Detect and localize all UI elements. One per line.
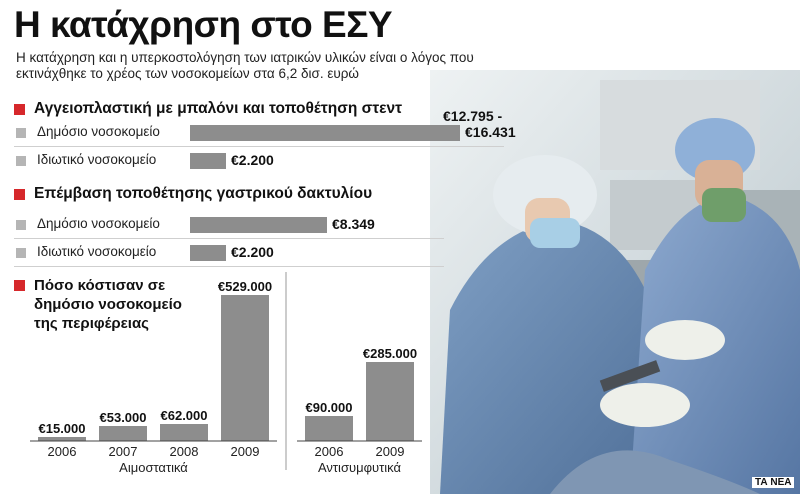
divider (14, 146, 504, 147)
surgery-photo (430, 70, 800, 494)
section-heading-text: Πόσο κόστισαν σε δημόσιο νοσοκομείο της … (34, 277, 182, 332)
bar-row: Ιδιωτικό νοσοκομείο €2.200 (14, 243, 514, 263)
x-tick-label: 2009 (231, 444, 260, 459)
section-heading-cost: Πόσο κόστισαν σε δημόσιο νοσοκομείο της … (14, 276, 204, 333)
bar-label: Δημόσιο νοσοκομείο (37, 216, 160, 231)
x-tick-label: 2006 (48, 444, 77, 459)
range-low-label: €12.795 - (443, 108, 503, 124)
bar-value-label: €15.000 (39, 421, 86, 436)
x-tick-label: 2008 (170, 444, 199, 459)
bar-value-label: €2.200 (231, 244, 274, 260)
bar-value-label: €16.431 (465, 124, 516, 140)
bar-2009 (221, 295, 269, 441)
bar-row: Δημόσιο νοσοκομείο €16.431 (14, 123, 516, 143)
bar (190, 153, 226, 169)
legend-square (16, 128, 26, 138)
bar-2007 (99, 426, 147, 441)
bar-value-label: €285.000 (363, 346, 417, 361)
bar-value-label: €8.349 (332, 216, 375, 232)
legend-square (16, 156, 26, 166)
x-tick-label: 2007 (109, 444, 138, 459)
subtitle: Η κατάχρηση και η υπερκοστολόγηση των ια… (16, 50, 474, 81)
group-label: Αντισυμφυτικά (318, 460, 401, 475)
bar (190, 245, 226, 261)
red-square-marker (14, 104, 25, 115)
bar-2006 (38, 437, 86, 441)
bar-label: Δημόσιο νοσοκομείο (37, 124, 160, 139)
section-heading-text: Αγγειοπλαστική με μπαλόνι και τοποθέτηση… (34, 100, 403, 117)
bar-row: Δημόσιο νοσοκομείο €8.349 (14, 215, 514, 235)
bar-2006 (305, 416, 353, 441)
bar (190, 125, 460, 141)
divider (14, 266, 444, 267)
bar-label: Ιδιωτικό νοσοκομείο (37, 152, 157, 167)
x-tick-label: 2006 (315, 444, 344, 459)
section-heading-text: Επέμβαση τοποθέτησης γαστρικού δακτυλίου (34, 185, 373, 202)
bar-row: Ιδιωτικό νοσοκομείο €2.200 (14, 151, 514, 171)
bar-2008 (160, 424, 208, 441)
bar-label: Ιδιωτικό νοσοκομείο (37, 244, 157, 259)
section-heading-gastric-band: Επέμβαση τοποθέτησης γαστρικού δακτυλίου (14, 185, 372, 203)
bar-value-label: €90.000 (306, 400, 353, 415)
bar-2009 (366, 362, 414, 441)
legend-square (16, 220, 26, 230)
page-title: Η κατάχρηση στο ΕΣΥ (14, 4, 393, 45)
red-square-marker (14, 189, 25, 200)
bar-value-label: €529.000 (218, 279, 272, 294)
legend-square (16, 248, 26, 258)
red-square-marker (14, 280, 25, 291)
vertical-bar-chart: €15.000 2006 €53.000 2007 €62.000 2008 €529.00… (30, 272, 422, 475)
group-label: Αιμοστατικά (119, 460, 188, 475)
credit-label: ΤΑ ΝΕΑ (752, 477, 795, 488)
x-tick-label: 2009 (376, 444, 405, 459)
bar-value-label: €2.200 (231, 152, 274, 168)
divider (14, 238, 444, 239)
bar-value-label: €53.000 (100, 410, 147, 425)
section-heading-angioplasty: Αγγειοπλαστική με μπαλόνι και τοποθέτηση… (14, 100, 402, 118)
bar-value-label: €62.000 (161, 408, 208, 423)
bar (190, 217, 327, 233)
